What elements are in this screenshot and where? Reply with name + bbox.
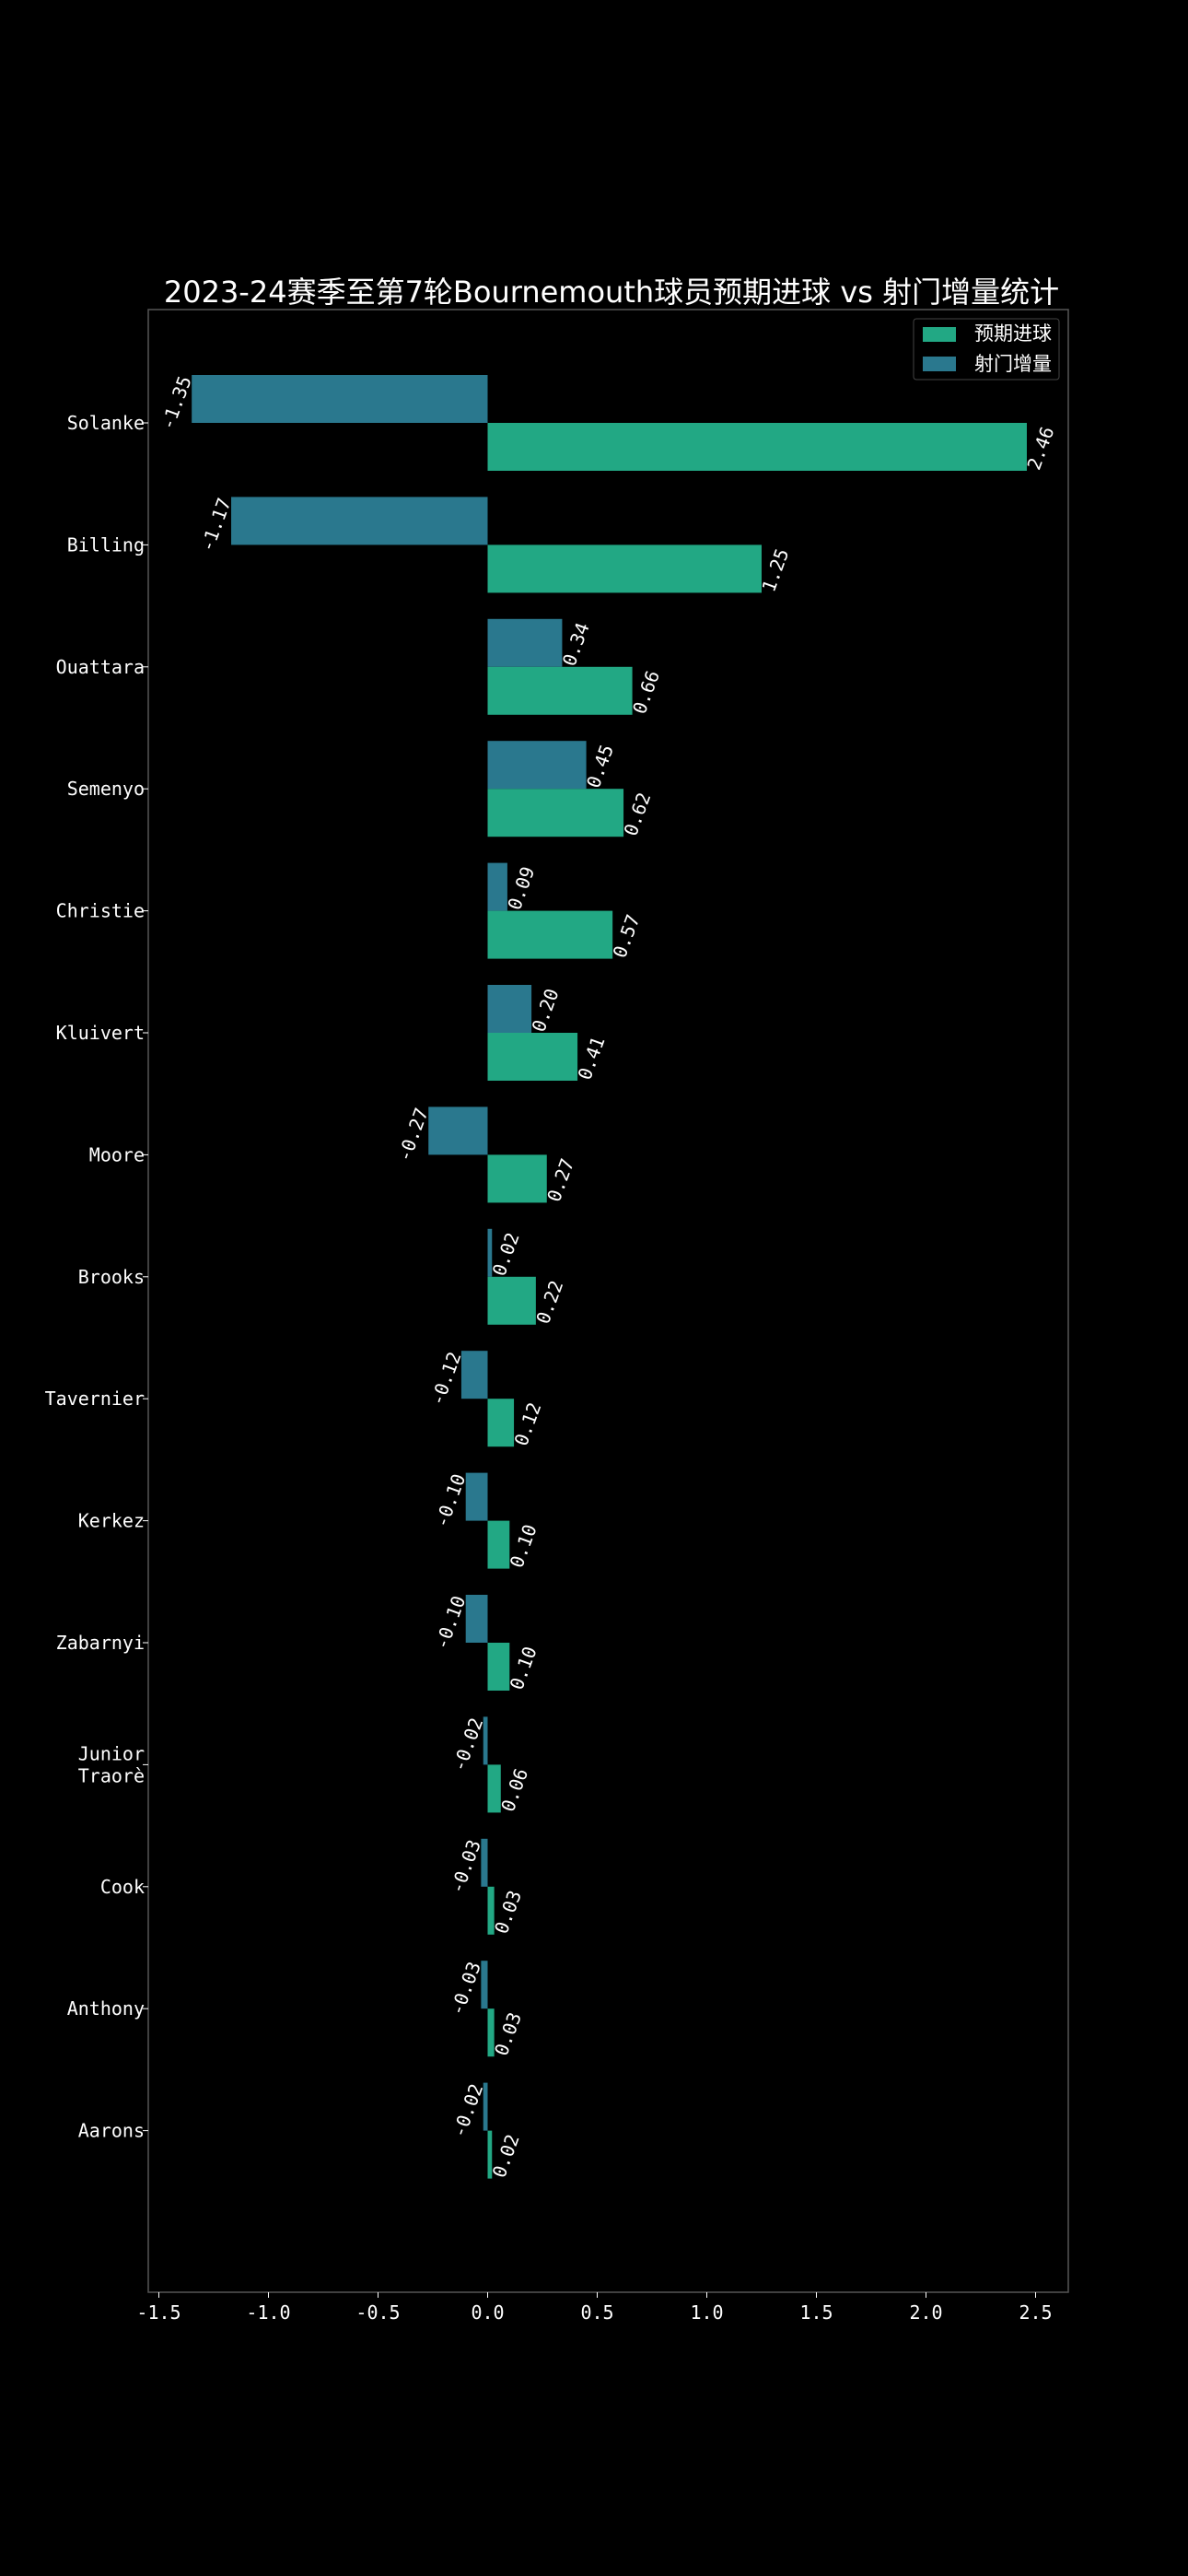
x-tick-label: -0.5 (355, 2301, 400, 2324)
bar-shot-delta-billing (231, 497, 488, 545)
x-tick-label: 0.5 (580, 2301, 613, 2324)
y-tick-label-ouattara: Ouattara (56, 656, 145, 678)
label-shot-delta-kluivert: 0.20 (528, 986, 564, 1035)
x-tick-label: 2.0 (909, 2301, 942, 2324)
bar-xg-semenyo (487, 789, 624, 837)
label-xg-cook: 0.03 (490, 1888, 526, 1937)
bar-xg-ouattara (487, 666, 633, 715)
label-xg-ouattara: 0.66 (628, 668, 664, 717)
bar-labels-group: -1.35 2.46 -1.17 1.25 0.34 0.66 0.450.62 0.09 0.… (157, 373, 1059, 2181)
label-shot-delta-moore: -0.27 (393, 1105, 433, 1165)
bar-xg-kluivert (487, 1033, 578, 1081)
label-xg-moore: 0.27 (542, 1155, 578, 1204)
bar-shot-delta-zabarnyi (465, 1595, 488, 1643)
label-shot-delta-junior-traor: -0.02 (448, 1715, 487, 1774)
label-shot-delta-brooks: 0.02 (488, 1230, 524, 1279)
bar-shot-delta-junior-traor (483, 1716, 488, 1765)
x-axis-ticks: -1.5 -1.0 -0.5 0.0 0.5 1.0 1.5 2.0 2.5 (136, 2292, 1053, 2324)
y-tick-label-billing: Billing (67, 533, 145, 556)
y-tick-label-junior-traor: Junior (78, 1742, 145, 1764)
y-tick-label-aarons: Aarons (78, 2120, 145, 2142)
legend-swatch-shot-delta (923, 357, 956, 371)
y-tick-label-kluivert: Kluivert (56, 1022, 145, 1044)
label-xg-tavernier: 0.12 (509, 1399, 545, 1448)
bar-shot-delta-aarons (483, 2082, 488, 2131)
y-tick-label-tavernier: Tavernier (45, 1388, 145, 1410)
bar-shot-delta-kerkez (465, 1472, 488, 1521)
label-xg-junior-traor: 0.06 (496, 1765, 532, 1814)
label-shot-delta-billing: -1.17 (195, 495, 235, 555)
bar-xg-tavernier (487, 1399, 515, 1447)
label-shot-delta-semenyo: 0.45 (582, 742, 618, 790)
label-xg-kerkez: 0.10 (506, 1521, 542, 1570)
bar-shot-delta-semenyo (487, 741, 587, 790)
bar-shot-delta-ouattara (487, 618, 563, 667)
bar-shot-delta-brooks (487, 1228, 493, 1277)
label-xg-christie: 0.57 (609, 911, 645, 960)
y-tick-label-cook: Cook (100, 1876, 145, 1898)
label-shot-delta-cook: -0.03 (446, 1837, 485, 1897)
label-shot-delta-aarons: -0.02 (448, 2080, 487, 2140)
label-shot-delta-ouattara: 0.34 (558, 620, 594, 669)
bar-shot-delta-cook (481, 1838, 488, 1887)
y-tick-label-semenyo: Semenyo (67, 778, 145, 800)
y-axis-ticks: Solanke Billing Ouattara Semenyo Christie Klu… (45, 412, 148, 2142)
bar-xg-junior-traor (487, 1764, 501, 1813)
legend-label-shot-delta: 射门增量 (974, 353, 1052, 375)
label-xg-anthony: 0.03 (490, 2009, 526, 2058)
bar-xg-aarons (487, 2130, 493, 2179)
bar-shot-delta-anthony (481, 1961, 488, 2009)
y-tick-label-anthony: Anthony (67, 1997, 145, 2020)
bar-xg-billing (487, 544, 762, 593)
label-xg-kluivert: 0.41 (573, 1034, 609, 1083)
bar-xg-christie (487, 910, 613, 959)
bar-shot-delta-solanke (192, 375, 488, 423)
bar-shot-delta-tavernier (460, 1351, 488, 1399)
y-tick-label-solanke: Solanke (67, 412, 145, 434)
x-tick-label: -1.0 (246, 2301, 290, 2324)
chart-title: 2023-24赛季至第7轮Bournemouth球员预期进球 vs 射门增量统计 (164, 275, 1059, 310)
label-xg-brooks: 0.22 (531, 1278, 567, 1327)
bar-xg-cook (487, 1886, 495, 1935)
label-xg-semenyo: 0.62 (619, 790, 655, 838)
legend-label-xg: 预期进球 (974, 322, 1052, 345)
label-shot-delta-tavernier: -0.12 (425, 1349, 465, 1409)
plot-area (147, 309, 1069, 2293)
label-shot-delta-solanke: -1.35 (157, 373, 196, 433)
x-tick-label: 2.5 (1019, 2301, 1052, 2324)
label-xg-zabarnyi: 0.10 (506, 1644, 542, 1692)
x-tick-label: 0.0 (471, 2301, 504, 2324)
label-shot-delta-anthony: -0.03 (446, 1959, 485, 2019)
label-xg-solanke: 2.46 (1022, 424, 1058, 473)
bar-xg-anthony (487, 2008, 495, 2057)
x-tick-label: 1.5 (799, 2301, 833, 2324)
bar-shot-delta-christie (487, 862, 507, 911)
label-shot-delta-christie: 0.09 (503, 863, 539, 912)
x-tick-label: -1.5 (136, 2301, 181, 2324)
y-tick-label-zabarnyi: Zabarnyi (56, 1632, 145, 1654)
label-shot-delta-zabarnyi: -0.10 (430, 1593, 470, 1653)
y-tick-label-christie: Christie (56, 900, 145, 922)
bar-xg-kerkez (487, 1520, 510, 1569)
label-xg-aarons: 0.02 (488, 2131, 524, 2180)
legend: 预期进球 射门增量 (913, 318, 1060, 381)
legend-swatch-xg (923, 327, 956, 342)
x-tick-label: 1.0 (690, 2301, 723, 2324)
bar-xg-zabarnyi (487, 1643, 510, 1691)
y-tick-label-moore: Moore (89, 1143, 145, 1165)
y-tick-label-brooks: Brooks (78, 1266, 145, 1288)
bar-shot-delta-moore (428, 1107, 488, 1155)
bar-xg-solanke (487, 423, 1027, 471)
y-tick-label-junior-traor: Traorè (78, 1764, 145, 1786)
bar-shot-delta-kluivert (487, 985, 532, 1033)
bar-xg-moore (487, 1154, 547, 1203)
y-tick-label-kerkez: Kerkez (78, 1510, 145, 1532)
label-xg-billing: 1.25 (757, 545, 793, 594)
bars-group (192, 375, 1027, 2179)
label-shot-delta-kerkez: -0.10 (430, 1470, 470, 1530)
bar-xg-brooks (487, 1276, 536, 1325)
